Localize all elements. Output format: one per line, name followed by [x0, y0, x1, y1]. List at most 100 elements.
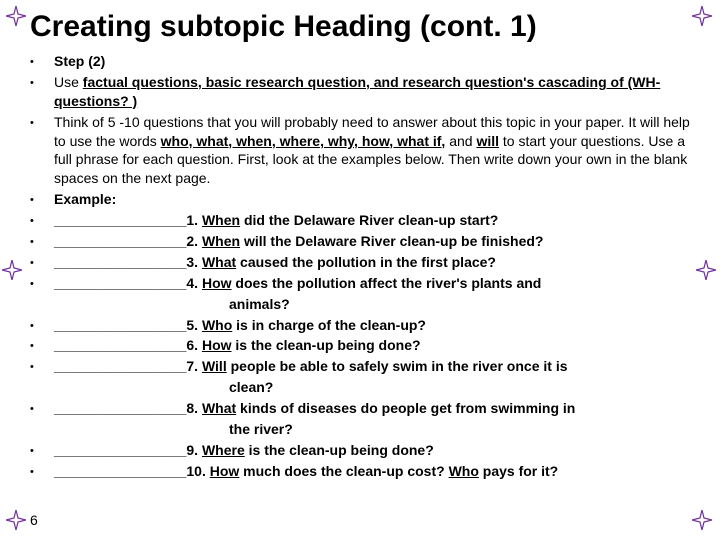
qtext: did the Delaware River clean-up start? — [240, 212, 498, 228]
question-7-cont: clean? — [30, 378, 690, 397]
spacer — [30, 295, 54, 314]
qnum: 3. — [186, 254, 202, 270]
bullet-text: _________________2. When will the Delawa… — [54, 232, 690, 251]
qtext-cont: clean? — [54, 378, 690, 397]
star-icon — [692, 6, 712, 26]
bullet-use: • Use factual questions, basic research … — [30, 73, 690, 111]
question-10: • _________________10. How much does the… — [30, 462, 690, 481]
wh-word: When — [202, 212, 240, 228]
bullet-text: Use factual questions, basic research qu… — [54, 73, 690, 111]
blank: _________________ — [54, 442, 186, 458]
qnum: 1. — [186, 212, 202, 228]
wh-word: How — [202, 275, 232, 291]
bullet-text: _________________9. Where is the clean-u… — [54, 441, 690, 460]
bullet-text: _________________8. What kinds of diseas… — [54, 399, 690, 418]
blank: _________________ — [54, 337, 186, 353]
qtext-cont: animals? — [54, 295, 690, 314]
qtext: people be able to safely swim in the riv… — [227, 358, 568, 374]
bullet-dot: • — [30, 73, 54, 111]
qnum: 7. — [186, 358, 202, 374]
wh-word: Will — [202, 358, 227, 374]
text: Use — [54, 74, 83, 90]
blank: _________________ — [54, 317, 186, 333]
bullet-dot: • — [30, 113, 54, 189]
bullet-think: • Think of 5 -10 questions that you will… — [30, 113, 690, 189]
bullet-dot: • — [30, 52, 54, 71]
qtext: pays for it? — [479, 463, 558, 479]
slide-container: Creating subtopic Heading (cont. 1) • St… — [0, 0, 720, 540]
text-underline: will — [476, 133, 499, 149]
qtext: will the Delaware River clean-up be fini… — [240, 233, 543, 249]
bullet-dot: • — [30, 399, 54, 418]
star-icon — [6, 510, 26, 530]
blank: _________________ — [54, 254, 186, 270]
question-4: • _________________4. How does the pollu… — [30, 274, 690, 293]
question-7: • _________________7. Will people be abl… — [30, 357, 690, 376]
bullet-step2: • Step (2) — [30, 52, 690, 71]
blank: _________________ — [54, 400, 186, 416]
qtext: is in charge of the clean-up? — [232, 317, 426, 333]
text-underline: who, what, when, where, why, how, what i… — [161, 133, 446, 149]
qtext: kinds of diseases do people get from swi… — [236, 400, 575, 416]
page-number: 6 — [30, 512, 38, 528]
bullet-dot: • — [30, 211, 54, 230]
star-icon — [6, 6, 26, 26]
bullet-dot: • — [30, 462, 54, 481]
bullet-dot: • — [30, 190, 54, 209]
bullet-text: Step (2) — [54, 52, 690, 71]
content-area: • Step (2) • Use factual questions, basi… — [30, 52, 690, 481]
bullet-dot: • — [30, 336, 54, 355]
question-8-cont: the river? — [30, 420, 690, 439]
bullet-text: _________________3. What caused the poll… — [54, 253, 690, 272]
blank: _________________ — [54, 463, 186, 479]
qnum: 2. — [186, 233, 202, 249]
bullet-text: _________________4. How does the polluti… — [54, 274, 690, 293]
bullet-text: Think of 5 -10 questions that you will p… — [54, 113, 690, 189]
wh-word: How — [202, 337, 232, 353]
qtext: much does the clean-up cost? — [239, 463, 448, 479]
qtext: is the clean-up being done? — [245, 442, 434, 458]
question-5: • _________________5. Who is in charge o… — [30, 316, 690, 335]
slide-title: Creating subtopic Heading (cont. 1) — [30, 10, 690, 44]
text-underline: factual questions, basic research questi… — [54, 74, 660, 109]
bullet-dot: • — [30, 274, 54, 293]
text: and — [445, 133, 476, 149]
qnum: 4. — [186, 275, 202, 291]
question-3: • _________________3. What caused the po… — [30, 253, 690, 272]
bullet-dot: • — [30, 232, 54, 251]
qtext: does the pollution affect the river's pl… — [232, 275, 542, 291]
qnum: 6. — [186, 337, 202, 353]
question-4-cont: animals? — [30, 295, 690, 314]
wh-word: What — [202, 254, 236, 270]
spacer — [30, 378, 54, 397]
qtext: caused the pollution in the first place? — [236, 254, 496, 270]
star-icon — [696, 260, 716, 280]
bullet-text: _________________6. How is the clean-up … — [54, 336, 690, 355]
question-2: • _________________2. When will the Dela… — [30, 232, 690, 251]
question-9: • _________________9. Where is the clean… — [30, 441, 690, 460]
question-6: • _________________6. How is the clean-u… — [30, 336, 690, 355]
bullet-dot: • — [30, 316, 54, 335]
wh-word: What — [202, 400, 236, 416]
star-icon — [692, 510, 712, 530]
qtext-cont: the river? — [54, 420, 690, 439]
bullet-text: _________________10. How much does the c… — [54, 462, 690, 481]
blank: _________________ — [54, 275, 186, 291]
bullet-dot: • — [30, 253, 54, 272]
qnum: 5. — [186, 317, 202, 333]
wh-word: When — [202, 233, 240, 249]
spacer — [30, 420, 54, 439]
question-1: • _________________1. When did the Delaw… — [30, 211, 690, 230]
qnum: 10. — [186, 463, 209, 479]
bullet-example: • Example: — [30, 190, 690, 209]
wh-word: Where — [202, 442, 245, 458]
wh-word: How — [210, 463, 240, 479]
question-8: • _________________8. What kinds of dise… — [30, 399, 690, 418]
bullet-text: _________________1. When did the Delawar… — [54, 211, 690, 230]
qtext: is the clean-up being done? — [232, 337, 421, 353]
qnum: 9. — [186, 442, 202, 458]
bullet-dot: • — [30, 357, 54, 376]
bullet-text: Example: — [54, 190, 690, 209]
bullet-dot: • — [30, 441, 54, 460]
blank: _________________ — [54, 212, 186, 228]
